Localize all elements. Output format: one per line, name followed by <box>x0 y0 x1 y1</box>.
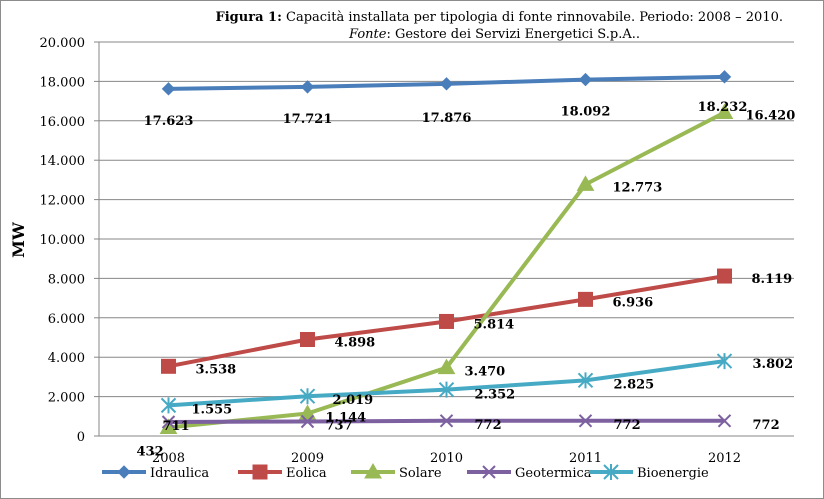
legend-item-solare: Solare <box>351 462 442 481</box>
legend: Idraulica Eolica Solare Geotermica Bioenergi… <box>102 462 709 481</box>
data-label: 3.802 <box>753 357 794 372</box>
legend-label: Geotermica <box>515 466 592 481</box>
y-tick-label: 16.000 <box>40 115 86 130</box>
x-tick-label: 2011 <box>569 451 602 466</box>
legend-label: Bioenergie <box>637 466 709 481</box>
data-label: 12.773 <box>613 180 663 195</box>
data-point-marker <box>299 388 316 405</box>
data-point-marker <box>439 313 454 329</box>
series-group <box>159 70 734 434</box>
legend-item-eolica: Eolica <box>238 464 327 481</box>
data-point-marker <box>439 77 454 91</box>
data-point-marker <box>717 268 732 284</box>
y-tick-label: 14.000 <box>40 154 86 169</box>
data-label: 2.019 <box>333 393 374 408</box>
data-label: 3.538 <box>196 362 237 377</box>
legend-marker <box>482 465 496 479</box>
data-point-marker <box>161 415 176 429</box>
data-point-marker <box>439 414 454 428</box>
x-tick-label: 2008 <box>152 451 185 466</box>
legend-label: Idraulica <box>150 466 209 481</box>
data-label: 18.092 <box>561 105 611 120</box>
y-tick-label: 20.000 <box>40 36 86 51</box>
data-point-marker <box>438 381 455 398</box>
data-point-marker <box>437 358 456 375</box>
data-label: 5.814 <box>474 317 515 332</box>
data-label: 16.420 <box>746 109 796 124</box>
legend-item-bioenergie: Bioenergie <box>589 464 709 481</box>
series-solare <box>159 103 734 434</box>
source-label: Fonte <box>348 27 387 42</box>
data-point-marker <box>161 358 176 374</box>
data-point-marker <box>300 332 315 348</box>
title-rest: Capacità installata per tipologia di fon… <box>282 10 783 25</box>
y-tick-label: 6.000 <box>48 312 85 327</box>
data-label: 17.721 <box>283 112 333 127</box>
y-tick-label: 2.000 <box>48 391 85 406</box>
data-label: 17.623 <box>144 114 194 129</box>
chart-source: Fonte: Gestore dei Servizi Energetici S.… <box>348 27 640 42</box>
data-point-marker <box>578 414 593 428</box>
data-labels: 17.623 17.721 17.876 18.092 18.232 3.538 4.898… <box>137 100 796 460</box>
chart-title: Figura 1: Capacità installata per tipolo… <box>216 10 783 25</box>
data-label: 711 <box>163 419 190 434</box>
data-label: 1.144 <box>326 410 367 425</box>
data-point-marker <box>298 404 317 420</box>
x-tick-label: 2009 <box>291 451 324 466</box>
series-geotermica <box>161 414 732 429</box>
data-point-marker <box>578 72 593 87</box>
x-tick-label: 2012 <box>708 451 741 466</box>
data-label: 432 <box>137 444 164 459</box>
y-tick-label: 12.000 <box>40 194 86 209</box>
data-label: 772 <box>614 418 641 433</box>
data-label: 18.232 <box>698 100 748 115</box>
data-point-marker <box>161 82 176 96</box>
legend-marker <box>117 465 131 479</box>
x-axis-ticks: 2008 2009 2010 2011 2012 <box>152 451 741 466</box>
data-label: 4.898 <box>335 336 376 351</box>
data-point-marker <box>576 175 595 191</box>
data-label: 17.876 <box>422 111 472 126</box>
data-label: 772 <box>475 418 502 433</box>
data-label: 1.555 <box>192 402 233 417</box>
y-axis-ticks: 0 2.000 4.000 6.000 8.000 10.000 12.000 14.000 1… <box>40 36 86 445</box>
data-point-marker <box>717 70 732 84</box>
series-eolica <box>161 268 732 374</box>
data-point-marker <box>160 397 177 414</box>
data-point-marker <box>716 353 733 370</box>
legend-item-idraulica: Idraulica <box>102 465 209 481</box>
y-tick-label: 0 <box>77 430 85 445</box>
legend-marker <box>252 464 268 480</box>
legend-label: Solare <box>399 466 442 481</box>
data-point-marker <box>300 414 315 429</box>
data-label: 2.352 <box>475 388 516 403</box>
data-label: 3.470 <box>465 365 506 380</box>
y-tick-label: 4.000 <box>48 351 85 366</box>
data-label: 737 <box>326 418 353 433</box>
source-rest: : Gestore dei Servizi Energetici S.p.A.. <box>386 27 640 42</box>
data-point-marker <box>577 372 594 389</box>
y-tick-label: 18.000 <box>40 75 86 90</box>
title-bold: Figura 1: <box>216 10 282 25</box>
data-point-marker <box>578 291 593 307</box>
data-point-marker <box>715 103 734 120</box>
legend-marker <box>603 464 619 480</box>
data-label: 6.936 <box>613 295 654 310</box>
y-tick-label: 8.000 <box>48 272 85 287</box>
y-tick-label: 10.000 <box>40 233 86 248</box>
data-label: 8.119 <box>752 272 793 287</box>
x-tick-label: 2010 <box>430 451 463 466</box>
y-axis-label: MW <box>9 221 28 258</box>
data-label: 2.825 <box>614 377 655 392</box>
legend-item-geotermica: Geotermica <box>467 465 592 481</box>
data-label: 772 <box>753 418 780 433</box>
series-bioenergie <box>160 353 733 414</box>
legend-label: Eolica <box>286 466 327 481</box>
series-idraulica <box>161 70 732 96</box>
legend-marker <box>364 462 382 479</box>
data-point-marker <box>717 414 732 428</box>
data-point-marker <box>300 80 315 94</box>
